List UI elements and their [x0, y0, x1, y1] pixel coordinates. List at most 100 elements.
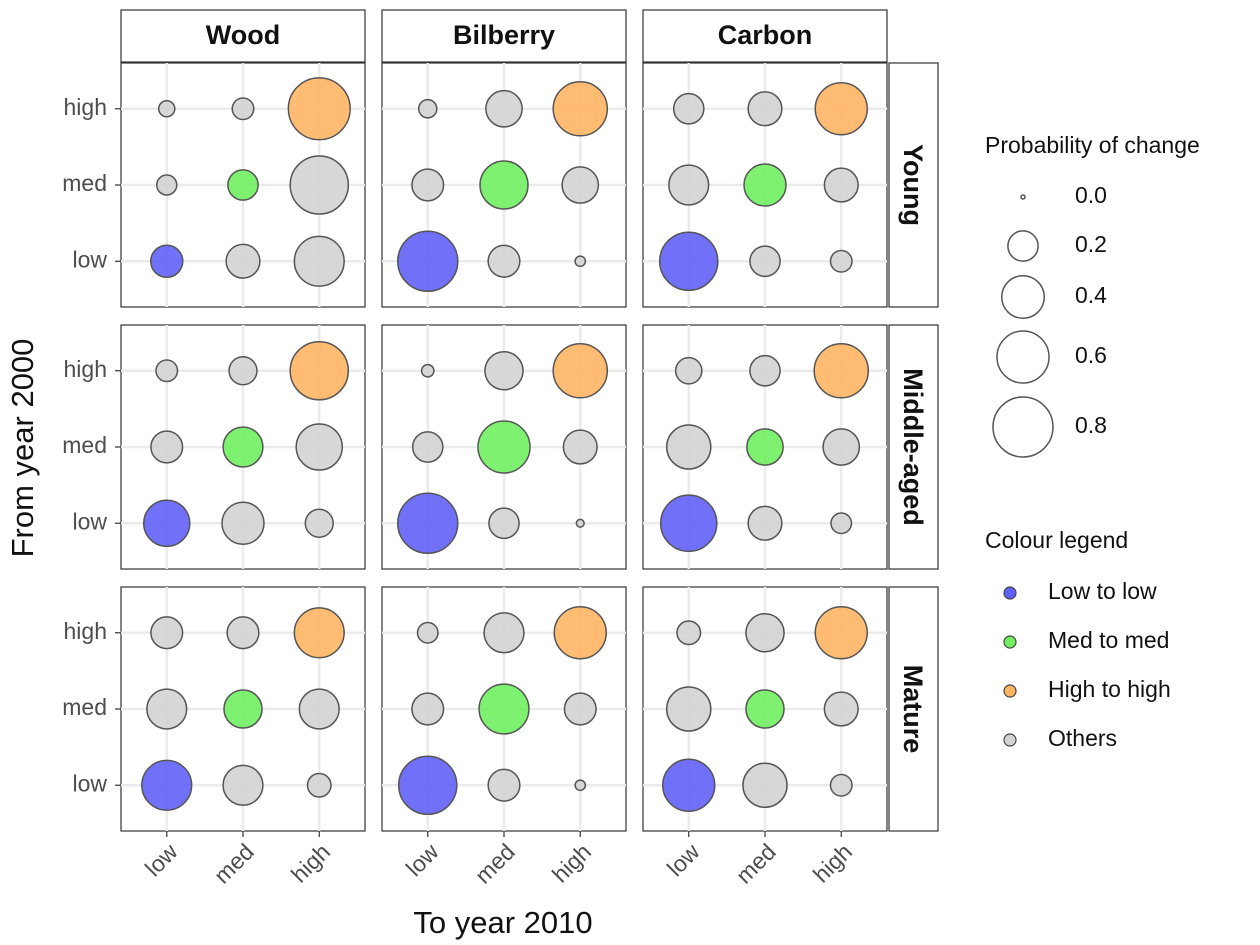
bubble	[397, 230, 459, 292]
bubble	[746, 428, 784, 466]
bubble	[293, 235, 345, 287]
size-legend-label: 0.2	[1075, 231, 1107, 257]
bubble	[668, 164, 710, 206]
bubble	[146, 688, 188, 730]
strip-label: Young	[898, 144, 928, 226]
x-tick-label: med	[209, 838, 259, 888]
bubble	[295, 423, 344, 471]
bubble	[231, 97, 255, 121]
bubble	[150, 244, 184, 278]
bubble	[747, 505, 783, 541]
bubble	[829, 773, 853, 797]
bubble	[823, 691, 859, 727]
bubble	[563, 692, 597, 726]
strip	[888, 324, 939, 570]
bubble	[287, 77, 351, 141]
y-tick-label: low	[72, 508, 107, 534]
y-tick-label: high	[64, 356, 107, 382]
bubble	[823, 167, 859, 203]
colour-legend-title: Colour legend	[985, 527, 1128, 553]
legend-key	[1003, 635, 1017, 649]
bubble	[397, 755, 458, 816]
size-legend-key	[1007, 230, 1039, 262]
bubble	[742, 762, 788, 809]
y-tick-label: low	[72, 770, 107, 796]
bubble	[488, 507, 520, 540]
size-legend-label: 0.4	[1075, 282, 1107, 308]
bubble	[575, 518, 585, 528]
legend-key	[1003, 733, 1017, 747]
bubble	[552, 80, 609, 137]
bubble	[157, 99, 176, 118]
size-legend-title: Probability of change	[985, 132, 1200, 158]
bubble	[225, 243, 261, 279]
legend-key	[1003, 586, 1017, 600]
bubble	[150, 616, 184, 650]
y-tick-label: med	[62, 170, 107, 196]
strip	[642, 9, 888, 63]
bubble	[745, 689, 785, 729]
x-axis-title: To year 2010	[413, 905, 592, 940]
bubble	[304, 508, 334, 538]
bubble	[221, 501, 265, 545]
y-tick-label: low	[72, 246, 107, 272]
strip-label: Wood	[206, 20, 280, 50]
x-tick-label: high	[286, 838, 335, 887]
x-tick-label: high	[547, 838, 596, 887]
y-tick-label: high	[64, 618, 107, 644]
y-axis-title: From year 2000	[5, 339, 40, 558]
bubble	[289, 340, 350, 401]
bubble	[665, 424, 712, 470]
bubble	[553, 606, 607, 660]
legend-label: Med to med	[1048, 627, 1169, 653]
bubble	[822, 428, 861, 466]
x-tick-label: high	[808, 838, 857, 887]
bubble	[658, 231, 719, 292]
bubble	[561, 166, 600, 204]
strip-label: Middle-aged	[898, 368, 928, 526]
bubble	[478, 683, 530, 735]
bubble	[745, 612, 785, 653]
bubble	[293, 607, 345, 659]
bubble	[674, 356, 703, 385]
bubble	[141, 759, 193, 811]
strip-label: Carbon	[718, 20, 813, 50]
bubble	[747, 91, 783, 127]
size-legend-key	[992, 396, 1054, 458]
bubble	[665, 686, 712, 732]
bubble	[552, 342, 609, 399]
size-legend-label: 0.0	[1075, 182, 1107, 208]
bubble	[485, 89, 523, 128]
bubble	[487, 244, 521, 278]
bubble	[562, 429, 598, 465]
bubble	[659, 494, 718, 553]
bubble	[142, 499, 191, 548]
bubble	[676, 620, 702, 646]
bubble	[222, 764, 264, 806]
bubble	[289, 155, 350, 215]
bubble	[228, 356, 258, 386]
bubble	[574, 255, 587, 268]
bubble	[487, 768, 521, 802]
bubble	[416, 621, 439, 644]
bubble	[155, 359, 179, 383]
strip-label: Bilberry	[453, 20, 555, 50]
bubble	[672, 92, 705, 125]
bubble	[222, 426, 264, 468]
strip	[120, 9, 366, 63]
y-tick-label: med	[62, 694, 107, 720]
size-legend-key	[996, 330, 1050, 384]
bubble	[574, 779, 587, 792]
x-tick-label: low	[401, 838, 444, 881]
bubble	[830, 512, 853, 535]
y-tick-label: high	[64, 94, 107, 120]
legend-key	[1003, 684, 1017, 698]
bubble	[813, 342, 870, 399]
strip-label: Mature	[898, 665, 928, 754]
bubble	[417, 98, 438, 119]
size-legend-label: 0.6	[1075, 342, 1107, 368]
bubble	[223, 689, 263, 729]
y-tick-label: med	[62, 432, 107, 458]
bubble	[814, 82, 868, 136]
